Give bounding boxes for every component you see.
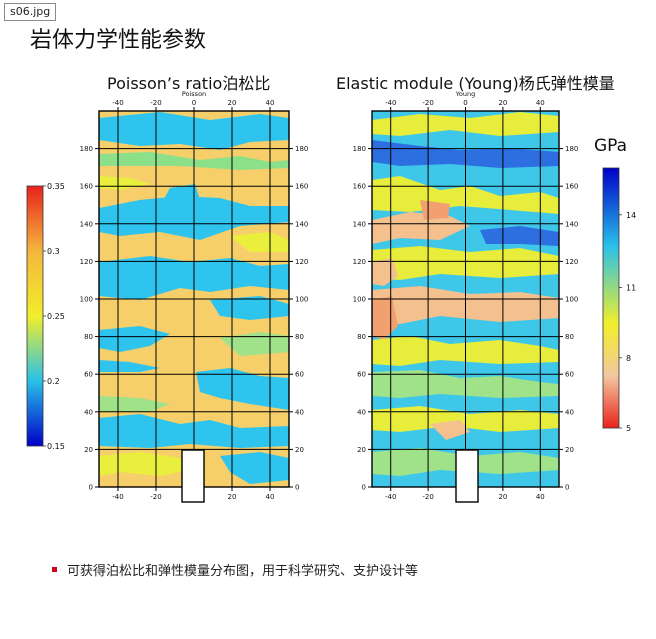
panel-subtitle: Young xyxy=(455,90,475,98)
colorbar-tick-label: 0.25 xyxy=(47,312,65,321)
y-tick-label-right: 80 xyxy=(565,333,574,341)
x-tick-label-bottom: 20 xyxy=(228,493,237,501)
y-tick-label-left: 120 xyxy=(80,258,93,266)
y-tick-label-left: 40 xyxy=(357,408,366,416)
panel-subtitle: Poisson xyxy=(182,90,206,98)
bullet-icon xyxy=(52,567,57,572)
y-tick-label-right: 160 xyxy=(295,183,308,191)
y-tick-label-left: 100 xyxy=(80,296,93,304)
y-tick-label-left: 80 xyxy=(84,333,93,341)
y-tick-label-right: 0 xyxy=(295,484,299,492)
y-tick-label-right: 140 xyxy=(565,220,578,228)
y-tick-label-left: 40 xyxy=(84,408,93,416)
colorbar-tick-label: 0.2 xyxy=(47,377,60,386)
x-tick-label-bottom: -40 xyxy=(385,493,396,501)
y-tick-label-left: 60 xyxy=(84,371,93,379)
young-colorbar-ticks: 14 11 8 5 xyxy=(619,211,636,433)
x-tick-label-bottom: -40 xyxy=(112,493,123,501)
y-tick-label-right: 100 xyxy=(295,296,308,304)
y-tick-label-left: 20 xyxy=(357,446,366,454)
file-name-tag: s06.jpg xyxy=(4,3,57,21)
y-tick-label-right: 60 xyxy=(295,371,304,379)
bullet-item: 可获得泊松比和弹性模量分布图，用于科学研究、支护设计等 xyxy=(52,560,418,579)
y-tick-label-left: 180 xyxy=(353,145,366,153)
y-tick-label-left: 160 xyxy=(353,183,366,191)
y-tick-label-right: 180 xyxy=(295,145,308,153)
y-tick-label-left: 0 xyxy=(362,484,366,492)
colorbar-tick-label: 8 xyxy=(626,354,631,363)
x-tick-label-bottom: 20 xyxy=(498,493,507,501)
poisson-panel-title: Poisson’s ratio泊松比 xyxy=(107,74,271,93)
colorbar-tick-label: 5 xyxy=(626,424,631,433)
x-tick-label-top: 0 xyxy=(192,99,196,107)
x-tick-label-bottom: -20 xyxy=(422,493,433,501)
x-tick-label-top: -40 xyxy=(112,99,123,107)
x-tick-label-top: 40 xyxy=(266,99,275,107)
young-panel-title: Elastic module (Young)杨氏弹性模量 xyxy=(336,74,615,93)
y-tick-label-right: 140 xyxy=(295,220,308,228)
x-tick-label-top: 0 xyxy=(463,99,467,107)
colorbar-tick-label: 0.3 xyxy=(47,247,60,256)
y-tick-label-right: 120 xyxy=(565,258,578,266)
y-tick-label-right: 60 xyxy=(565,371,574,379)
poisson-colorbar xyxy=(26,185,44,447)
colorbar-tick-label: 0.15 xyxy=(47,442,65,451)
y-tick-label-left: 60 xyxy=(357,371,366,379)
slide-title: 岩体力学性能参数 xyxy=(30,28,207,53)
poisson-axes: -40-40-20-200020204040002020404060608080… xyxy=(80,90,309,501)
poisson-opening-marker xyxy=(181,449,205,503)
bullet-text: 可获得泊松比和弹性模量分布图，用于科学研究、支护设计等 xyxy=(67,564,419,579)
y-tick-label-right: 80 xyxy=(295,333,304,341)
x-tick-label-top: 40 xyxy=(536,99,545,107)
x-tick-label-top: -20 xyxy=(150,99,161,107)
x-tick-label-bottom: 40 xyxy=(266,493,275,501)
y-tick-label-right: 40 xyxy=(295,408,304,416)
colorbar-tick-label: 11 xyxy=(626,284,636,293)
y-tick-label-right: 40 xyxy=(565,408,574,416)
x-tick-label-top: 20 xyxy=(498,99,507,107)
x-tick-label-top: 20 xyxy=(228,99,237,107)
y-tick-label-right: 160 xyxy=(565,183,578,191)
x-tick-label-top: -20 xyxy=(422,99,433,107)
y-tick-label-right: 20 xyxy=(295,446,304,454)
y-tick-label-right: 0 xyxy=(565,484,569,492)
y-tick-label-left: 80 xyxy=(357,333,366,341)
y-tick-label-left: 160 xyxy=(80,183,93,191)
y-tick-label-left: 120 xyxy=(353,258,366,266)
y-tick-label-left: 100 xyxy=(353,296,366,304)
y-tick-label-left: 140 xyxy=(80,220,93,228)
young-colorbar xyxy=(602,167,620,429)
colorbar-tick-label: 14 xyxy=(626,211,636,220)
young-opening-marker xyxy=(455,449,479,503)
y-tick-label-left: 20 xyxy=(84,446,93,454)
young-colorbar-unit: GPa xyxy=(594,136,628,156)
y-tick-label-right: 100 xyxy=(565,296,578,304)
x-tick-label-bottom: -20 xyxy=(150,493,161,501)
x-tick-label-top: -40 xyxy=(385,99,396,107)
poisson-colorbar-ticks: 0.35 0.3 0.25 0.2 0.15 xyxy=(43,182,65,451)
x-tick-label-bottom: 40 xyxy=(536,493,545,501)
y-tick-label-right: 20 xyxy=(565,446,574,454)
y-tick-label-left: 140 xyxy=(353,220,366,228)
y-tick-label-right: 180 xyxy=(565,145,578,153)
y-tick-label-left: 0 xyxy=(89,484,93,492)
colorbar-tick-label: 0.35 xyxy=(47,182,65,191)
y-tick-label-right: 120 xyxy=(295,258,308,266)
y-tick-label-left: 180 xyxy=(80,145,93,153)
